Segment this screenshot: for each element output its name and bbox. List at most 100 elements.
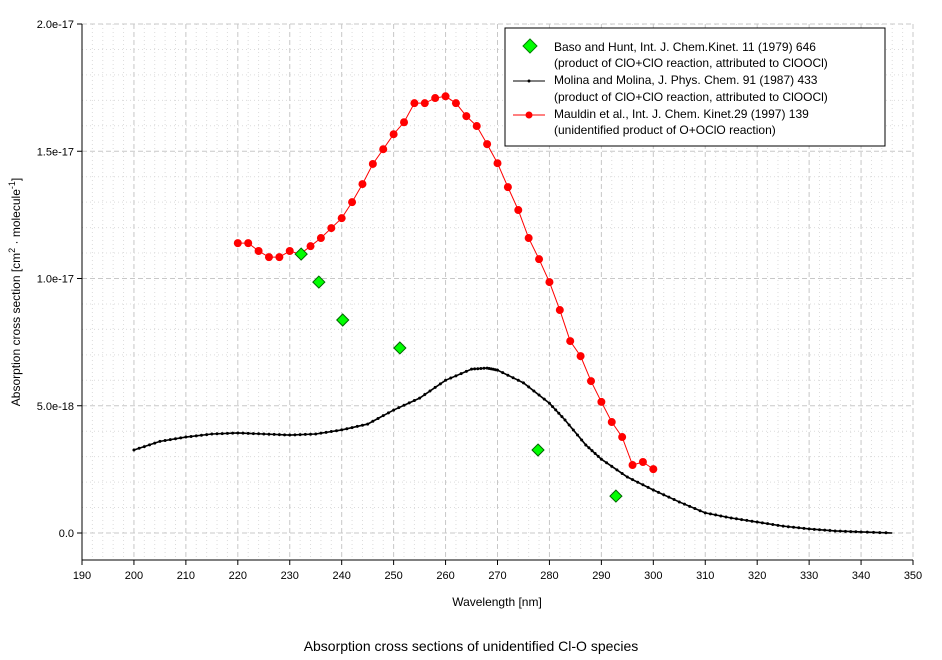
molina-point xyxy=(168,438,172,442)
molina-point xyxy=(360,423,364,427)
molina-point xyxy=(771,522,775,526)
x-tick-label: 270 xyxy=(488,570,506,582)
mauldin-point xyxy=(306,242,315,251)
mauldin-point xyxy=(597,397,606,406)
x-tick-label: 330 xyxy=(800,570,818,582)
molina-point xyxy=(340,428,344,432)
molina-point xyxy=(257,432,261,436)
x-tick-label: 230 xyxy=(281,570,299,582)
molina-point xyxy=(797,526,801,530)
molina-point xyxy=(231,431,235,435)
mauldin-point xyxy=(441,92,450,101)
molina-point xyxy=(812,527,816,531)
molina-point xyxy=(137,446,141,450)
chart-title: Absorption cross sections of unidentifie… xyxy=(303,638,639,654)
molina-point xyxy=(584,443,588,447)
molina-point xyxy=(148,443,152,447)
mauldin-point xyxy=(389,130,398,139)
molina-point xyxy=(283,433,287,437)
molina-point xyxy=(677,500,681,504)
molina-point xyxy=(646,485,650,489)
grid xyxy=(81,23,914,560)
mauldin-point xyxy=(254,247,263,256)
molina-point xyxy=(267,432,271,436)
chart: 190 200 210 220 230 240 250 260 270 280 290 300 310 3… xyxy=(7,19,922,609)
molina-point xyxy=(314,432,318,436)
molina-point xyxy=(516,378,520,382)
mauldin-point xyxy=(628,461,637,470)
molina-point xyxy=(766,522,770,526)
molina-point xyxy=(473,367,477,371)
mauldin-point xyxy=(275,253,284,262)
baso-point xyxy=(609,489,623,503)
molina-point xyxy=(225,431,229,435)
x-tick-label: 210 xyxy=(177,570,195,582)
molina-point xyxy=(496,368,499,372)
molina-point xyxy=(407,401,411,405)
molina-point xyxy=(662,493,666,497)
molina-point xyxy=(277,433,281,437)
molina-point xyxy=(672,498,676,502)
x-tick-label: 300 xyxy=(644,570,662,582)
y-tick-label: 0.0 xyxy=(59,528,74,540)
molina-point xyxy=(194,434,198,438)
molina-point xyxy=(381,414,385,418)
mauldin-point xyxy=(285,247,294,256)
molina-point xyxy=(688,504,692,508)
mauldin-point xyxy=(316,234,325,243)
molina-point xyxy=(563,418,567,422)
mauldin-point xyxy=(431,94,440,103)
mauldin-point xyxy=(586,377,595,386)
y-tick-label: 1.0e-17 xyxy=(37,274,74,286)
molina-point xyxy=(708,512,712,516)
mauldin-point xyxy=(327,224,336,233)
x-tick-label: 310 xyxy=(696,570,714,582)
mauldin-point xyxy=(555,306,564,315)
molina-point xyxy=(449,376,453,380)
legend-circle-icon xyxy=(525,111,533,119)
molina-point xyxy=(818,528,822,532)
molina-point xyxy=(884,531,888,535)
molina-point xyxy=(303,432,307,436)
molina-point xyxy=(464,369,468,373)
molina-line xyxy=(133,367,893,534)
molina-point xyxy=(459,372,463,376)
molina-point xyxy=(575,433,579,437)
molina-point xyxy=(878,531,882,535)
molina-point xyxy=(506,373,510,377)
mauldin-point xyxy=(607,418,616,427)
molina-point xyxy=(859,530,863,534)
molina-point xyxy=(428,389,432,393)
molina-point xyxy=(272,432,276,436)
molina-point xyxy=(755,520,759,524)
molina-point xyxy=(392,408,396,412)
molina-point xyxy=(298,433,302,437)
legend-diamond-icon xyxy=(522,38,538,54)
molina-point xyxy=(571,428,575,432)
molina-point xyxy=(593,451,597,455)
molina-point xyxy=(760,521,764,525)
molina-point xyxy=(651,488,655,492)
molina-point xyxy=(542,397,546,401)
molina-point xyxy=(625,475,629,479)
molina-point xyxy=(590,449,594,453)
molina-point xyxy=(781,524,785,528)
baso-point xyxy=(294,247,308,261)
mauldin-point xyxy=(410,99,419,108)
legend-label: (unidentified product of O+OClO reaction… xyxy=(554,123,776,137)
legend-label: Mauldin et al., Int. J. Chem. Kinet.29 (… xyxy=(554,107,809,121)
molina-point xyxy=(587,446,591,450)
mauldin-point xyxy=(503,183,512,192)
mauldin-point xyxy=(545,278,554,287)
molina-point xyxy=(828,529,832,533)
series-layer xyxy=(132,92,893,535)
y-tick-label: 5.0e-18 xyxy=(37,401,74,413)
molina-point xyxy=(567,423,571,427)
molina-point xyxy=(329,430,333,434)
molina-point xyxy=(792,525,796,529)
molina-point xyxy=(657,490,661,494)
molina-point xyxy=(438,382,442,386)
molina-point xyxy=(740,518,744,522)
molina-point xyxy=(527,385,531,389)
molina-point xyxy=(719,514,723,518)
